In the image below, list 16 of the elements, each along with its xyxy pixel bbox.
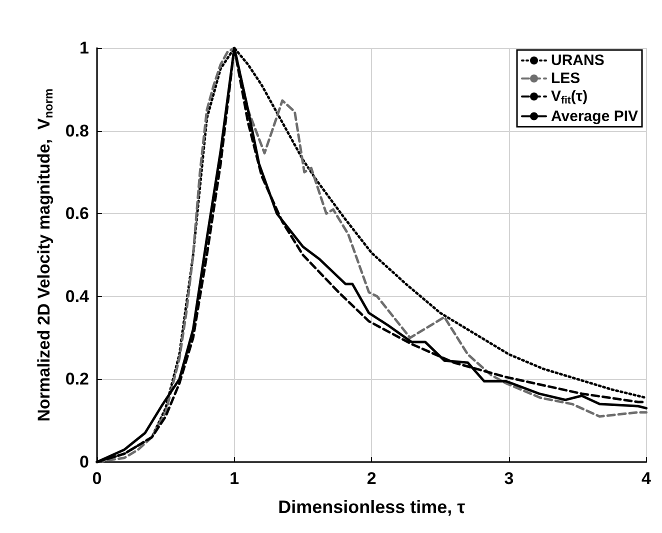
legend-label: LES [551, 70, 580, 87]
x-tick-label: 4 [642, 469, 652, 488]
legend-label: Average PIV [551, 108, 638, 125]
y-tick-label: 0 [80, 452, 89, 472]
x-tick-label: 2 [366, 469, 376, 488]
y-axis-title: Normalized 2D Velocity magnitude, Vnorm [34, 88, 56, 422]
x-tick-label: 3 [504, 469, 514, 488]
x-axis-title: Dimensionless time, τ [278, 497, 466, 517]
x-tick-label: 1 [230, 469, 240, 488]
y-tick-label: 0.6 [65, 204, 89, 224]
y-tick-label: 0.2 [65, 370, 89, 389]
y-tick-label: 0.4 [65, 286, 90, 306]
y-tick-label: 1 [80, 38, 89, 58]
y-tick-label: 0.8 [65, 121, 89, 140]
legend-label: URANS [551, 52, 604, 69]
x-tick-label: 0 [92, 469, 102, 488]
